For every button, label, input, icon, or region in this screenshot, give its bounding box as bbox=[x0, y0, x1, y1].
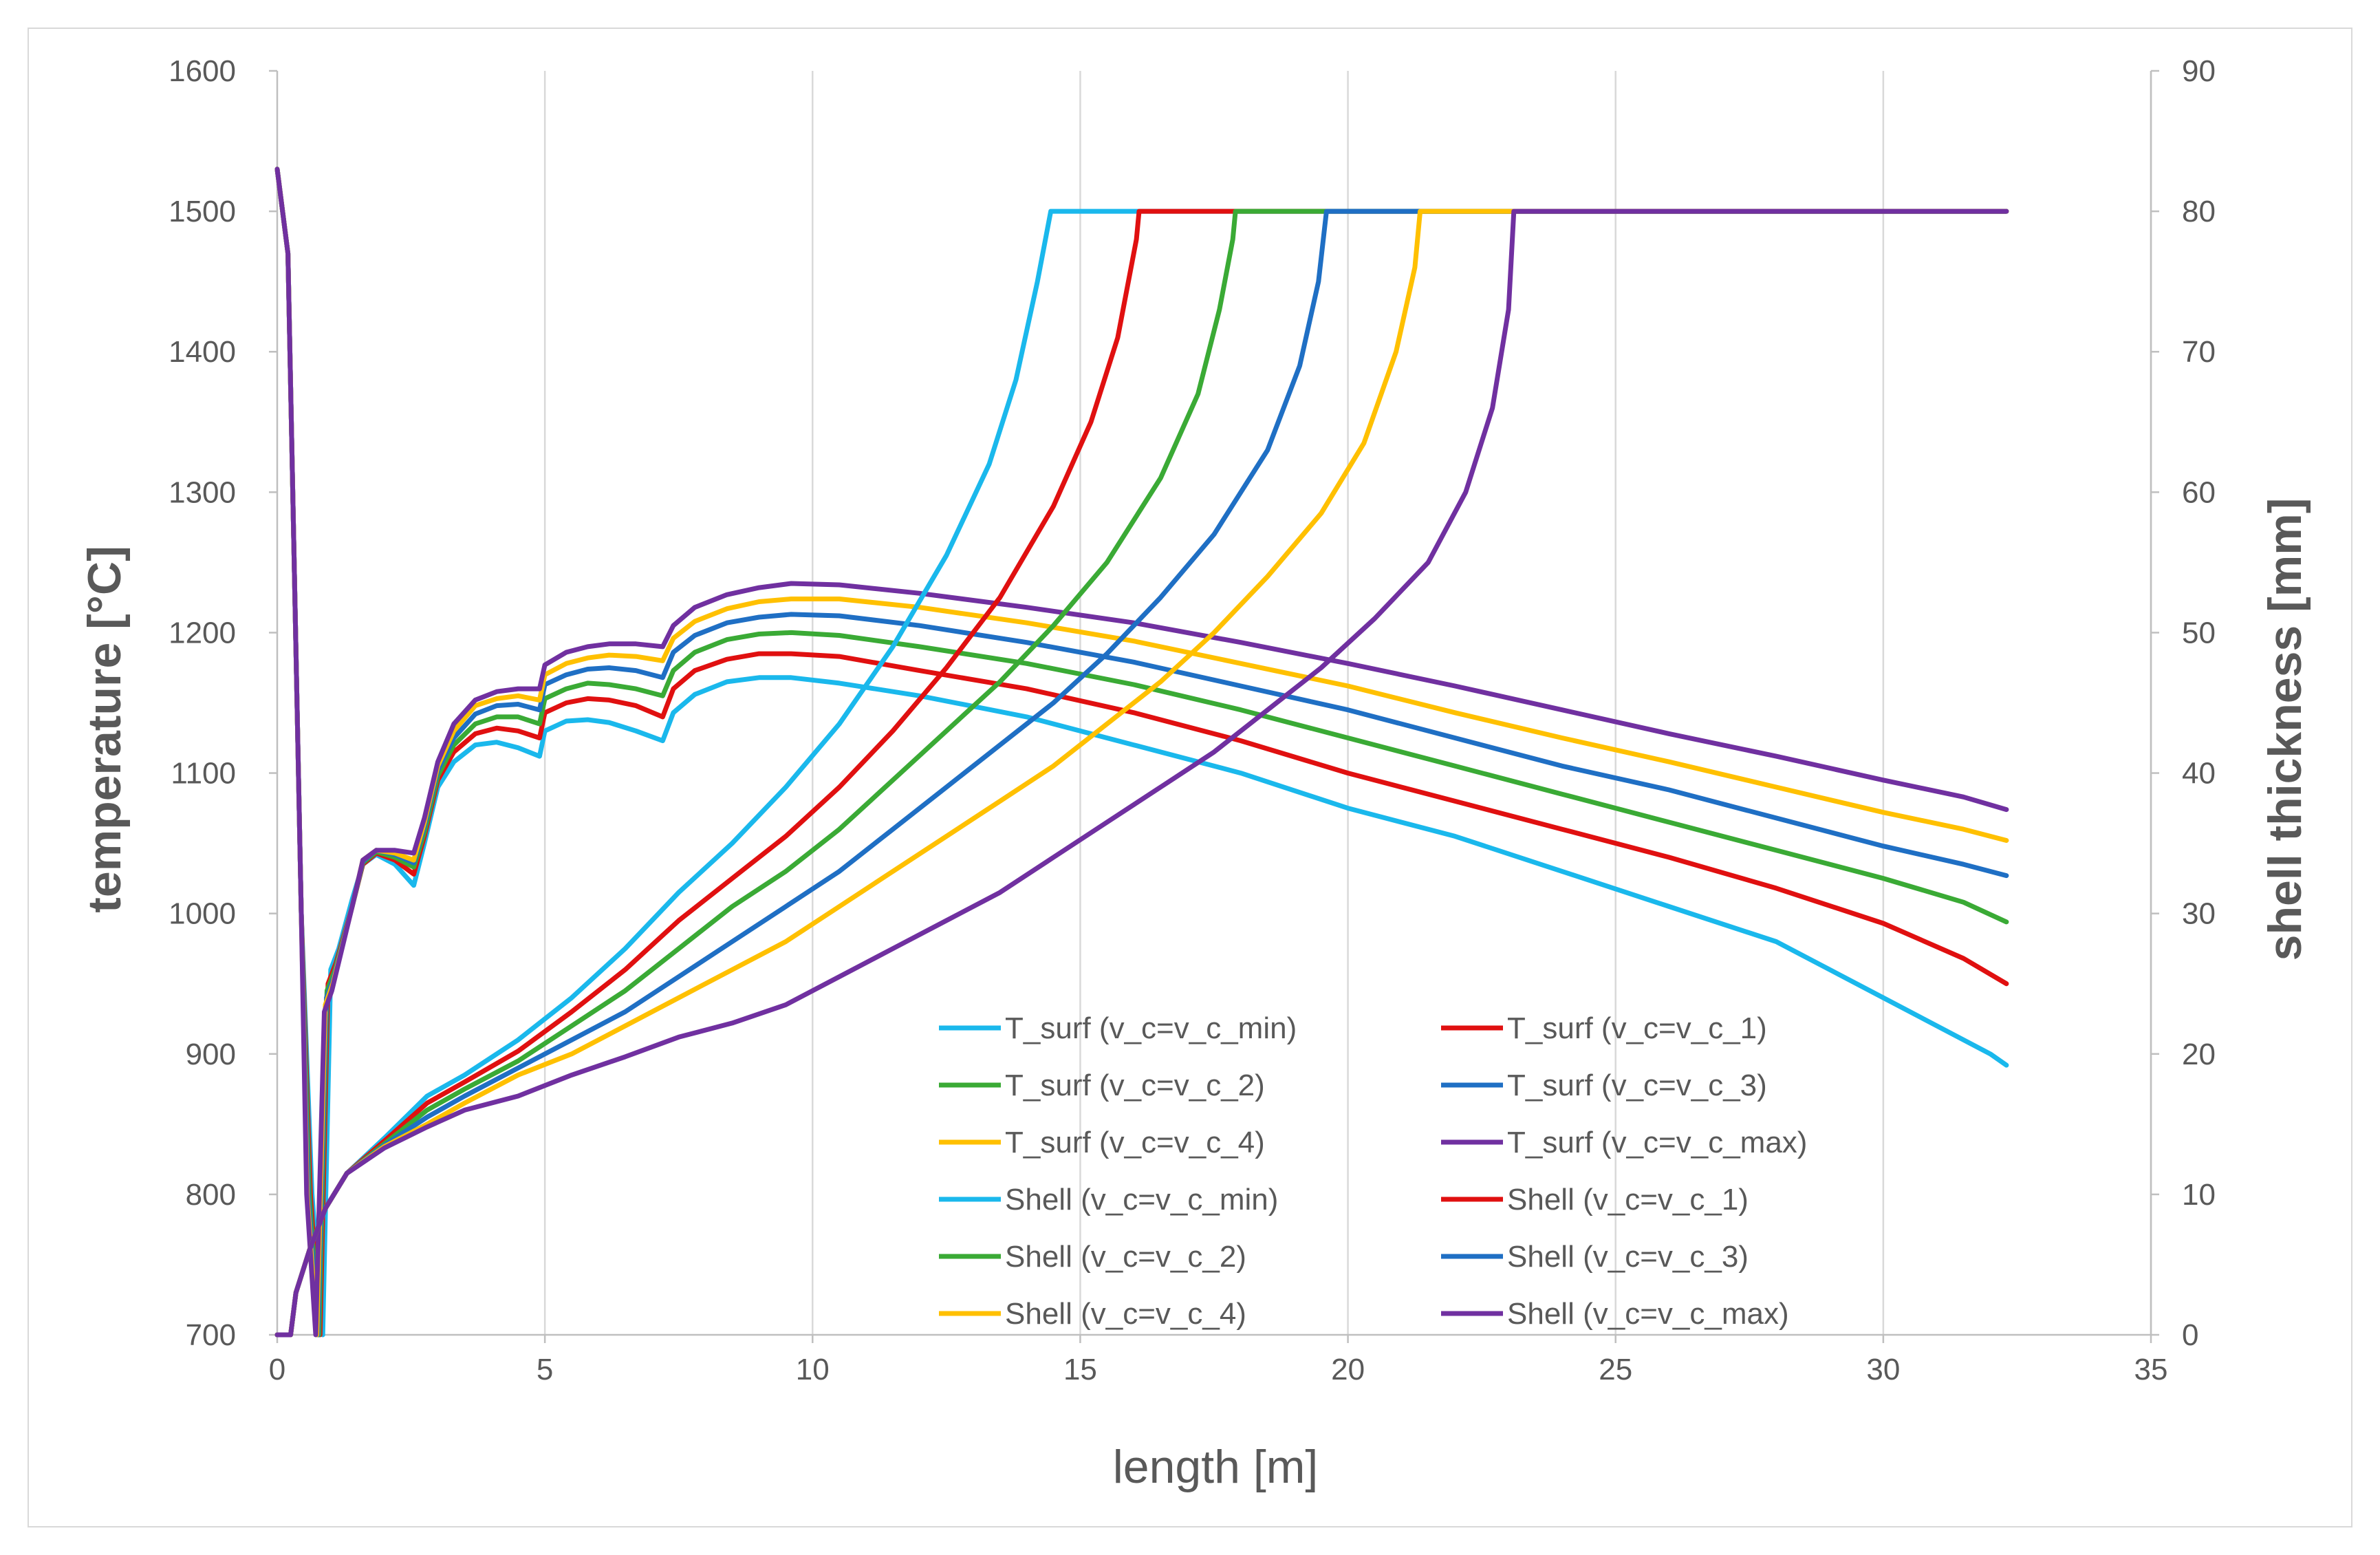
y-tick-label: 1600 bbox=[169, 54, 236, 88]
legend-entry-label: T_surf (v_c=v_c_2) bbox=[1005, 1069, 1265, 1102]
series-line-shell-c4 bbox=[274, 208, 2009, 1338]
legend-entry-label: Shell (v_c=v_c_max) bbox=[1507, 1297, 1789, 1331]
grid bbox=[543, 71, 2152, 1335]
legend-entry-label: T_surf (v_c=v_c_min) bbox=[1005, 1011, 1297, 1045]
series-line-shell-c3 bbox=[274, 208, 2009, 1338]
y-tick-label: 1300 bbox=[169, 475, 236, 509]
legend-entry-label: Shell (v_c=v_c_4) bbox=[1005, 1297, 1246, 1331]
x-tick-label: 15 bbox=[1063, 1353, 1097, 1386]
axes bbox=[269, 69, 2159, 1343]
x-tick-label: 0 bbox=[269, 1353, 285, 1386]
y2-tick-label: 80 bbox=[2182, 195, 2216, 228]
legend-entry-label: Shell (v_c=v_c_3) bbox=[1507, 1240, 1749, 1274]
y2-tick-label: 0 bbox=[2182, 1318, 2198, 1352]
y-tick-label: 700 bbox=[186, 1318, 236, 1352]
y2-axis-title: shell thickness [mm] bbox=[2259, 498, 2311, 961]
x-tick-label: 5 bbox=[537, 1353, 553, 1386]
legend-entry-label: T_surf (v_c=v_c_1) bbox=[1507, 1011, 1767, 1045]
legend-entry-label: Shell (v_c=v_c_2) bbox=[1005, 1240, 1246, 1274]
y2-tick-label: 20 bbox=[2182, 1038, 2216, 1071]
y2-tick-label: 40 bbox=[2182, 757, 2216, 791]
series-group bbox=[274, 167, 2009, 1338]
x-tick-label: 25 bbox=[1599, 1353, 1632, 1386]
y2-tick-label: 70 bbox=[2182, 335, 2216, 369]
series-line-shell-c2 bbox=[274, 208, 2009, 1338]
chart-frame bbox=[28, 28, 2352, 1527]
legend-entry-label: T_surf (v_c=v_c_3) bbox=[1507, 1069, 1767, 1102]
tick-labels: 0 5 10 15 20 25 30 3570080090010001100120013001… bbox=[169, 54, 2216, 1386]
y2-tick-label: 90 bbox=[2182, 54, 2216, 88]
series-line-t-surf-max bbox=[274, 167, 2009, 1338]
legend-entry-label: T_surf (v_c=v_c_max) bbox=[1507, 1126, 1807, 1159]
y-tick-label: 1100 bbox=[171, 757, 236, 791]
legend-entry-label: Shell (v_c=v_c_1) bbox=[1507, 1183, 1749, 1216]
y-tick-label: 900 bbox=[186, 1038, 236, 1071]
y-tick-label: 1000 bbox=[169, 897, 236, 931]
legend: T_surf (v_c=v_c_min) T_surf (v_c=v_c_1) T_… bbox=[939, 1011, 1807, 1331]
series-line-shell-max bbox=[274, 208, 2009, 1338]
x-tick-label: 20 bbox=[1331, 1353, 1365, 1386]
y-tick-label: 1400 bbox=[169, 335, 236, 369]
y2-tick-label: 50 bbox=[2182, 616, 2216, 650]
y2-tick-label: 60 bbox=[2182, 475, 2216, 509]
y2-tick-label: 30 bbox=[2182, 897, 2216, 931]
y2-tick-label: 10 bbox=[2182, 1178, 2216, 1212]
legend-entry-label: T_surf (v_c=v_c_4) bbox=[1005, 1126, 1265, 1159]
x-tick-label: 10 bbox=[796, 1353, 830, 1386]
x-tick-label: 35 bbox=[2134, 1353, 2168, 1386]
y-tick-label: 1500 bbox=[169, 195, 236, 228]
x-tick-label: 30 bbox=[1866, 1353, 1900, 1386]
y-tick-label: 800 bbox=[186, 1178, 236, 1212]
y-tick-label: 1200 bbox=[169, 616, 236, 650]
y-axis-title: temperature [°C] bbox=[78, 546, 131, 913]
legend-entry-label: Shell (v_c=v_c_min) bbox=[1005, 1183, 1278, 1216]
x-axis-title: length [m] bbox=[1113, 1441, 1319, 1493]
series-line-shell-c1 bbox=[274, 208, 2009, 1338]
series-line-shell-min bbox=[274, 208, 2009, 1338]
